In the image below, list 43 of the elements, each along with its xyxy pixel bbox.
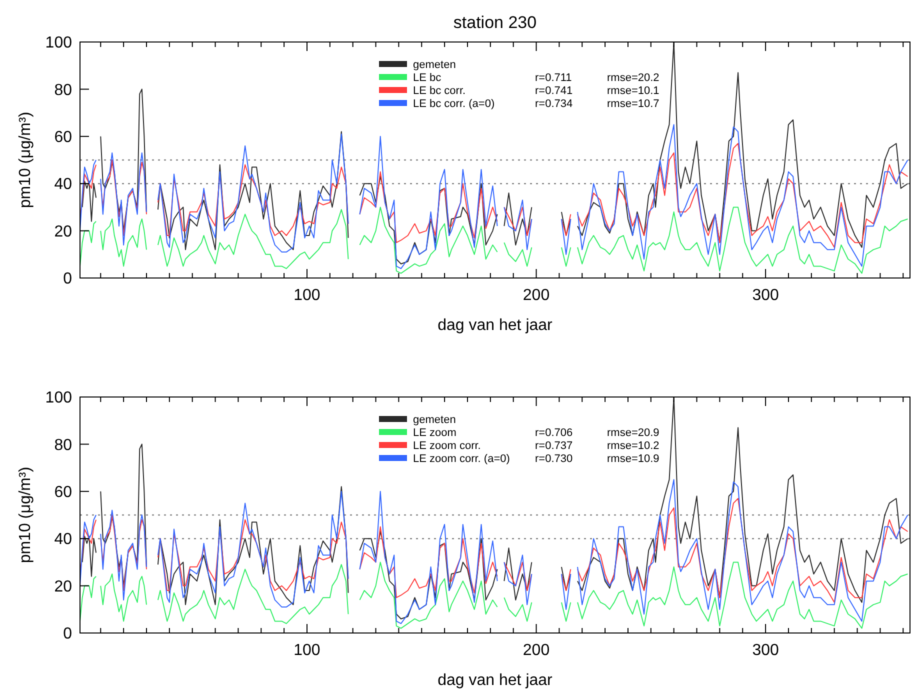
annotation: rmse=10.9: [607, 452, 660, 465]
x-tick-label: 300: [752, 287, 779, 304]
x-tick-label: 100: [294, 287, 320, 304]
y-tick-label: 20: [54, 223, 72, 240]
chart-title: station 230: [453, 13, 537, 32]
x-tick-label: 200: [522, 642, 550, 659]
y-axis-title: pm10 (μg/m³): [17, 112, 34, 208]
x-tick-label: 300: [752, 642, 779, 659]
legend-label: LE bc corr. (a=0): [413, 98, 495, 110]
y-tick-label: 40: [54, 176, 72, 194]
annotation: r=0.741: [535, 84, 573, 97]
legend-label: LE bc: [413, 72, 442, 84]
x-tick-label: 200: [522, 287, 550, 304]
y-tick-label: 100: [45, 34, 72, 52]
legend-label: LE zoom corr. (a=0): [413, 452, 510, 465]
annotation: r=0.734: [535, 98, 573, 110]
y-axis-title: pm10 (μg/m³): [17, 466, 34, 564]
legend-label: LE zoom corr.: [413, 440, 481, 452]
y-tick-label: 60: [54, 129, 72, 146]
annotation: r=0.711: [535, 72, 572, 84]
legend-label: LE zoom: [413, 426, 456, 439]
y-tick-label: 80: [54, 436, 72, 454]
annotation: rmse=10.1: [607, 84, 660, 97]
y-tick-label: 0: [63, 270, 72, 288]
annotation: r=0.737: [535, 440, 573, 452]
annotation: r=0.706: [535, 426, 573, 439]
y-tick-label: 0: [63, 626, 72, 643]
annotation: r=0.730: [535, 452, 573, 465]
annotation: rmse=10.7: [607, 98, 660, 110]
annotation: rmse=20.2: [607, 72, 660, 84]
legend-label: LE bc corr.: [413, 84, 466, 97]
legend-label: gemeten: [413, 58, 456, 71]
annotation: rmse=20.9: [607, 426, 660, 439]
y-tick-label: 60: [54, 484, 72, 501]
y-tick-label: 40: [54, 531, 72, 548]
x-axis-title: dag van het jaar: [438, 672, 554, 689]
annotation: rmse=10.2: [607, 440, 660, 452]
y-tick-label: 100: [45, 390, 72, 407]
x-axis-title: dag van het jaar: [438, 317, 554, 334]
y-tick-label: 80: [54, 82, 72, 99]
legend-label: gemeten: [413, 414, 456, 426]
x-tick-label: 100: [294, 642, 320, 659]
y-tick-label: 20: [54, 578, 72, 596]
